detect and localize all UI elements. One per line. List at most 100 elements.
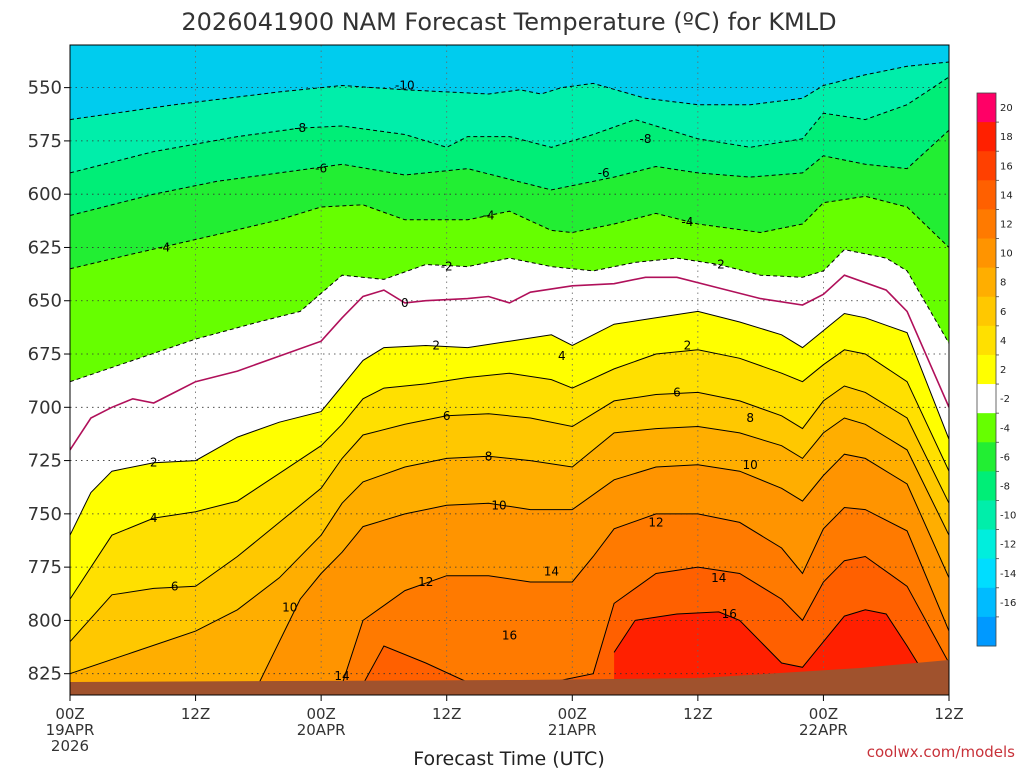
x-tick-label: 19APR [46, 721, 95, 739]
colorbar-label: 16 [1000, 161, 1013, 172]
x-axis-label: Forecast Time (UTC) [413, 748, 604, 768]
x-tick-label: 12Z [181, 705, 210, 723]
isotherm-label: 16 [502, 628, 517, 642]
y-tick-label: 750 [28, 504, 62, 525]
isotherm-label: 14 [334, 669, 349, 683]
isotherm-label: 6 [673, 385, 681, 399]
x-tick-label: 00Z [55, 705, 84, 723]
y-tick-label: 650 [28, 291, 62, 312]
isotherm--6 [70, 129, 949, 216]
y-tick-label: 600 [28, 184, 62, 205]
x-tick-label: 22APR [799, 721, 848, 739]
isotherm-label: 4 [558, 349, 566, 363]
isotherm-2 [70, 310, 949, 536]
isotherm-10 [257, 453, 949, 685]
isotherm-lines [70, 61, 949, 685]
colorbar-label: -2 [1000, 394, 1010, 405]
colorbar-label: -10 [1000, 511, 1016, 522]
isotherm-label: 2 [684, 338, 692, 352]
isotherm-label: 10 [491, 498, 506, 512]
isotherm-14 [362, 555, 949, 685]
colorbar-swatch [977, 558, 996, 589]
isotherm-label: 12 [648, 515, 663, 529]
colorbar-label: -16 [1000, 598, 1016, 609]
isotherm--2 [70, 249, 949, 383]
y-tick-label: 825 [28, 664, 62, 685]
y-tick-label: 725 [28, 451, 62, 472]
y-axis: 550 575 600 625 650 675 700 725 750 775 800 825 [28, 78, 70, 685]
x-tick-label: 20APR [297, 721, 346, 739]
x-tick-label: 00Z [306, 705, 335, 723]
isotherm-label: 6 [443, 409, 451, 423]
colorbar-swatch [977, 413, 996, 443]
colorbar-swatch [977, 500, 996, 531]
isotherm-label: -2 [713, 258, 725, 272]
colorbar-swatch [977, 296, 996, 327]
plot-frame [69, 44, 950, 696]
colorbar-label: -6 [1000, 452, 1010, 463]
colorbar-label: 8 [1000, 278, 1006, 289]
isotherm-8 [70, 417, 949, 675]
colorbar-label: 12 [1000, 220, 1013, 231]
colorbar-swatch [977, 180, 996, 210]
isotherm-label: 4 [150, 511, 158, 525]
colorbar-label: 10 [1000, 249, 1013, 260]
isotherm-label: -4 [483, 208, 495, 222]
isotherm--10 [70, 61, 949, 121]
colorbar-swatch [977, 93, 996, 123]
isotherm-label: 6 [171, 579, 179, 593]
colorbar-label: -4 [1000, 423, 1010, 434]
isotherm-label: -6 [598, 166, 610, 180]
colorbar-label: 20 [1000, 103, 1013, 114]
colorbar-frame [976, 92, 997, 647]
colorbar-swatch [977, 529, 996, 560]
isotherm-label: 10 [743, 458, 758, 472]
isotherm-label: 16 [722, 607, 737, 621]
isotherm-label: 8 [485, 449, 493, 463]
colorbar-label: -12 [1000, 540, 1016, 551]
colorbar-swatch [977, 587, 996, 618]
colorbar-swatch [977, 616, 996, 647]
isotherm-label: -6 [315, 162, 327, 176]
isotherm-label: -4 [681, 215, 693, 229]
chart-title: 2026041900 NAM Forecast Temperature (ºC)… [181, 8, 836, 36]
isotherm--4 [70, 195, 949, 270]
isotherm-label: 12 [418, 575, 433, 589]
y-tick-label: 675 [28, 344, 62, 365]
colorbar-swatch [977, 122, 996, 152]
isotherm-0 [70, 274, 949, 451]
colorbar-label: 18 [1000, 132, 1013, 143]
isotherm-label: 10 [282, 601, 297, 615]
isotherm-label: 2 [432, 338, 440, 352]
y-tick-label: 800 [28, 610, 62, 631]
isotherm-4 [70, 349, 949, 600]
colorbar-label: 2 [1000, 365, 1006, 376]
isotherm-label: -8 [294, 121, 306, 135]
isotherm-label: -2 [441, 260, 453, 274]
colorbar-swatch [977, 209, 996, 240]
temperature-fills [70, 45, 949, 695]
isotherm-label: 2 [150, 456, 158, 470]
x-tick-label: 2026 [51, 737, 89, 755]
isotherm-label: 14 [544, 564, 559, 578]
y-tick-label: 700 [28, 397, 62, 418]
colorbar-swatch [977, 471, 996, 501]
colorbar-label: -14 [1000, 569, 1016, 580]
colorbar: 20 18 16 14 12 10 8 6 4 2 -2 -4 -6 -8 -10 -12 -14 -16 [976, 92, 1016, 647]
credit-text: coolwx.com/models [867, 743, 1015, 761]
x-tick-label: 00Z [809, 705, 838, 723]
isotherm-6 [70, 385, 949, 643]
isotherm-12 [341, 506, 949, 685]
x-tick-label: 21APR [548, 721, 597, 739]
colorbar-swatch [977, 151, 996, 181]
y-tick-label: 775 [28, 557, 62, 578]
isotherm--8 [70, 76, 949, 174]
isotherm-label: -8 [640, 132, 652, 146]
x-tick-label: 12Z [432, 705, 461, 723]
x-tick-label: 00Z [558, 705, 587, 723]
isotherm-label: 8 [746, 411, 754, 425]
colorbar-swatch [977, 354, 996, 385]
isotherm-label: 0 [401, 296, 409, 310]
isotherm-labels: -10 -8 -8 -6 -6 -4 -4 -4 -2 -2 0 2 2 2 4 4 6 6 6 8 8 10 10 10 12… [150, 78, 758, 683]
